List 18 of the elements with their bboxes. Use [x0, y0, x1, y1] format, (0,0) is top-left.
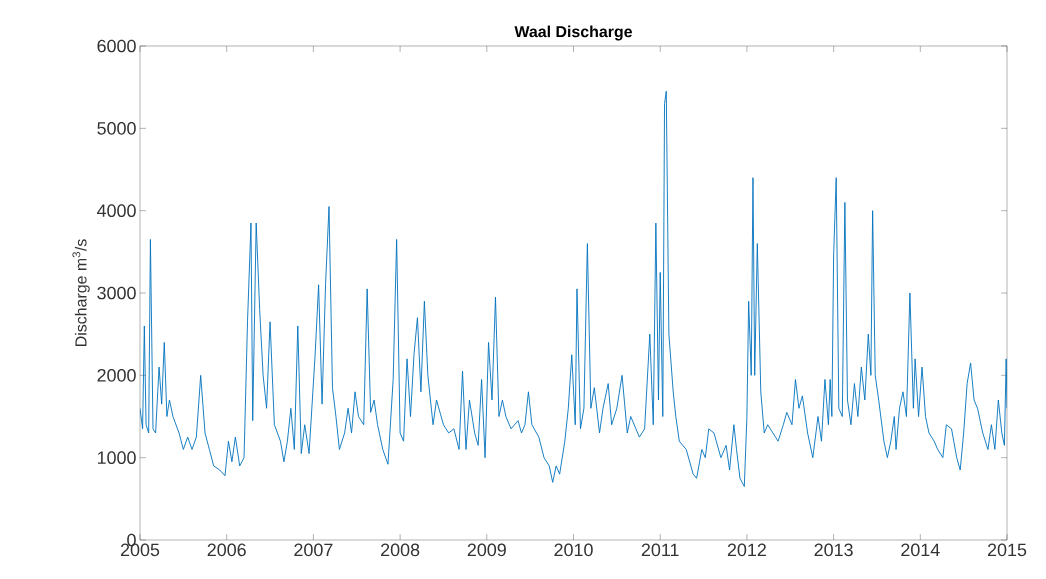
x-tick-label: 2006 — [207, 543, 246, 557]
x-tick-label: 2012 — [727, 543, 766, 557]
y-tick-label: 5000 — [97, 121, 136, 135]
y-tick-label: 3000 — [97, 286, 136, 300]
y-tick-label: 6000 — [97, 39, 136, 53]
x-tick-label: 2014 — [901, 543, 940, 557]
y-tick-label: 2000 — [97, 368, 136, 382]
x-tick-label: 2015 — [987, 543, 1027, 557]
chart-title: Waal Discharge — [514, 25, 632, 41]
y-tick-label: 4000 — [96, 204, 136, 218]
y-axis-title: Discharge m$^{3}$/s — [72, 239, 90, 346]
y-tick-label: 1000 — [97, 451, 136, 465]
x-tick-label: 2013 — [814, 543, 853, 557]
x-tick-label: 2008 — [381, 543, 420, 557]
x-tick-label: 2011 — [641, 543, 679, 557]
x-tick-label: 2007 — [294, 543, 333, 557]
x-tick-label: 2009 — [467, 543, 506, 557]
x-tick-label: 2010 — [554, 543, 593, 557]
